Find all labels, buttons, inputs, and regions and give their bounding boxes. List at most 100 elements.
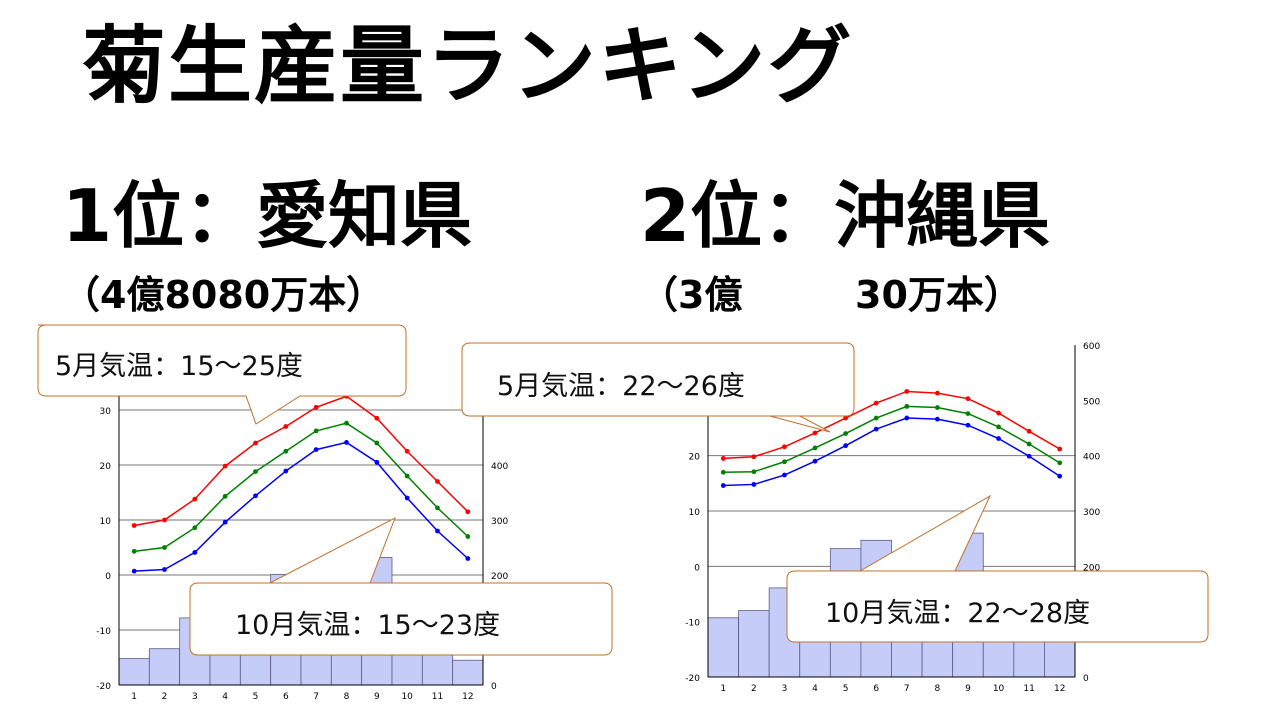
callout-aichi-oct: 10月気温：15～23度 [235, 610, 501, 641]
okinawa-right-tick-label: 600 [1083, 342, 1100, 352]
okinawa-left-tick-label: 20 [689, 453, 701, 463]
okinawa-point-max [782, 444, 787, 450]
aichi-point-min [192, 550, 198, 555]
okinawa-point-min [873, 426, 879, 432]
rank-2-amount-suffix: 30万本） [855, 273, 1022, 317]
aichi-point-avg [435, 505, 440, 511]
rank-2-amount-prefix: （3億 [640, 273, 743, 317]
okinawa-point-max [996, 410, 1001, 416]
callout-okinawa-may-frame [461, 342, 855, 417]
okinawa-right-tick-label: 400 [1083, 453, 1100, 463]
aichi-point-min [435, 528, 440, 534]
aichi-point-avg [283, 448, 289, 454]
aichi-line-avg [134, 422, 469, 553]
callout-okinawa-oct-frame [786, 494, 1209, 643]
aichi-point-max [374, 415, 380, 421]
aichi-x-tick-label: 6 [283, 692, 289, 702]
aichi-line-max [134, 395, 469, 527]
aichi-left-tick-label: -20 [96, 682, 111, 692]
aichi-line-min [134, 441, 469, 572]
okinawa-x-tick-label: 1 [720, 684, 726, 694]
aichi-point-min [253, 493, 258, 499]
aichi-point-max [131, 523, 137, 528]
okinawa-point-min [1026, 453, 1032, 459]
okinawa-point-max [873, 400, 879, 406]
okinawa-point-min [996, 436, 1001, 441]
okinawa-point-min [843, 443, 849, 449]
aichi-right-tick-label: 400 [491, 462, 508, 472]
aichi-point-avg [344, 420, 349, 426]
okinawa-point-avg [720, 469, 726, 475]
okinawa-x-tick-label: 12 [1054, 684, 1065, 694]
aichi-right-tick-label: 200 [491, 572, 508, 582]
aichi-point-avg [374, 440, 380, 446]
aichi-x-tick-label: 9 [374, 692, 380, 702]
aichi-point-max [283, 424, 289, 429]
aichi-point-min [404, 495, 410, 501]
aichi-point-min [465, 556, 471, 561]
okinawa-x-tick-label: 9 [965, 684, 971, 694]
aichi-right-tick-label: 0 [491, 682, 497, 692]
okinawa-point-min [720, 483, 726, 488]
okinawa-point-avg [843, 431, 849, 436]
aichi-point-max [435, 479, 440, 484]
okinawa-left-tick-label: 10 [689, 508, 701, 518]
okinawa-line-avg [723, 405, 1061, 474]
aichi-point-max [465, 509, 471, 515]
okinawa-point-min [934, 416, 940, 422]
okinawa-point-avg [782, 459, 787, 465]
okinawa-line-max [723, 390, 1061, 460]
okinawa-point-min [751, 482, 757, 487]
okinawa-x-tick-label: 11 [1023, 684, 1034, 694]
aichi-x-tick-label: 8 [344, 692, 350, 702]
aichi-point-avg [253, 469, 258, 474]
okinawa-right-tick-label: 500 [1083, 397, 1100, 407]
page-title: 菊生産量ランキング [82, 17, 854, 115]
aichi-x-tick-label: 7 [313, 692, 319, 702]
aichi-point-min [222, 519, 228, 525]
aichi-x-tick-label: 4 [222, 692, 228, 702]
okinawa-x-tick-label: 10 [993, 684, 1005, 694]
okinawa-point-max [904, 389, 910, 394]
okinawa-x-tick-label: 5 [843, 684, 849, 694]
aichi-left-tick-label: 10 [100, 517, 112, 527]
callout-aichi-may: 5月気温：15～25度 [55, 351, 303, 382]
okinawa-x-tick-label: 6 [873, 684, 879, 694]
okinawa-point-max [1026, 428, 1032, 434]
aichi-point-max [253, 440, 258, 446]
aichi-left-tick-label: 0 [105, 572, 111, 582]
aichi-x-tick-label: 11 [432, 692, 443, 702]
rank-1-amount: （4億8080万本） [62, 273, 385, 317]
okinawa-right-tick-label: 0 [1083, 674, 1089, 684]
aichi-point-avg [222, 493, 228, 499]
aichi-point-max [222, 463, 228, 469]
okinawa-left-tick-label: -20 [685, 674, 700, 684]
aichi-x-tick-label: 12 [462, 692, 473, 702]
aichi-point-avg [131, 548, 137, 554]
okinawa-point-min [812, 458, 818, 464]
aichi-precip-bar [452, 659, 484, 686]
okinawa-point-max [965, 396, 971, 402]
okinawa-left-tick-label: -10 [685, 619, 700, 629]
okinawa-point-min [1057, 473, 1063, 479]
callout-okinawa-may-tail [769, 415, 831, 433]
aichi-x-tick-label: 3 [192, 692, 198, 702]
okinawa-x-tick-label: 8 [935, 684, 941, 694]
okinawa-left-tick-label: 0 [694, 563, 700, 573]
aichi-point-max [404, 448, 410, 454]
okinawa-x-tick-label: 2 [751, 684, 757, 694]
aichi-point-avg [313, 428, 319, 434]
aichi-right-tick-label: 300 [491, 517, 508, 527]
aichi-point-min [313, 447, 319, 452]
okinawa-x-tick-label: 7 [904, 684, 910, 694]
okinawa-point-min [965, 422, 971, 428]
okinawa-point-max [1057, 446, 1063, 452]
aichi-point-max [162, 517, 167, 523]
rank-1-label: 1位：愛知県 [62, 174, 473, 258]
aichi-point-max [192, 496, 198, 502]
callout-aichi-oct-frame [189, 516, 613, 656]
okinawa-point-avg [996, 424, 1001, 430]
aichi-left-tick-label: -10 [96, 627, 111, 637]
aichi-x-tick-label: 2 [162, 692, 168, 702]
aichi-precip-bar [148, 648, 181, 686]
